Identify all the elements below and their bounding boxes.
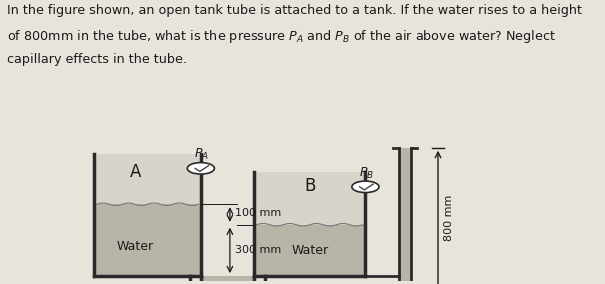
Bar (254, 172, 365, 276)
Bar (254, 225, 365, 276)
Text: capillary effects in the tube.: capillary effects in the tube. (7, 53, 188, 66)
Text: 800 mm: 800 mm (443, 194, 454, 241)
Text: 300 mm: 300 mm (235, 245, 281, 255)
Text: 100 mm: 100 mm (235, 208, 281, 218)
Bar (94, 204, 201, 276)
Text: $P_A$: $P_A$ (194, 147, 209, 162)
Text: In the figure shown, an open tank tube is attached to a tank. If the water rises: In the figure shown, an open tank tube i… (7, 4, 582, 17)
Text: A: A (130, 162, 141, 181)
Bar (201, 276, 254, 283)
Bar (399, 148, 411, 284)
Circle shape (352, 181, 379, 193)
Text: B: B (304, 177, 315, 195)
Text: of 800mm in the tube, what is the pressure $P_A$ and $P_B$ of the air above wate: of 800mm in the tube, what is the pressu… (7, 28, 556, 45)
Text: Water: Water (291, 245, 329, 258)
Bar (94, 154, 201, 276)
Circle shape (188, 163, 214, 174)
Text: $P_B$: $P_B$ (359, 166, 374, 181)
Text: Water: Water (117, 240, 154, 253)
